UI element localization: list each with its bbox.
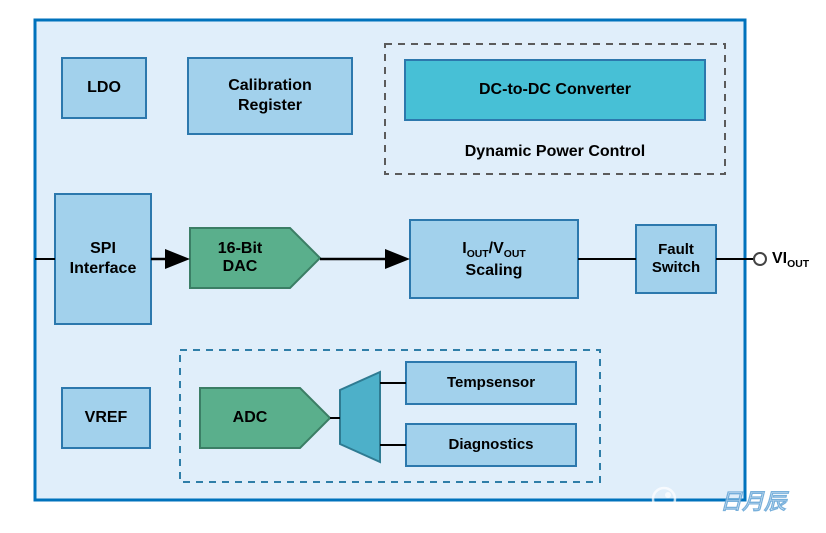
scaling-label-line2: Scaling [466,262,523,279]
spi-interface-block [55,194,151,324]
diagnostics-label: Diagnostics [448,436,533,453]
svg-text:Switch: Switch [652,259,700,276]
calibration-register-block [188,58,352,134]
ldo-label: LDO [87,79,121,96]
watermark-text: 日月辰 [720,489,790,514]
svg-text:Fault: Fault [658,241,694,258]
svg-text:Calibration: Calibration [228,77,312,94]
adc-label: ADC [233,409,268,426]
svg-text:SPI: SPI [90,240,116,257]
output-label: VIOUT [772,250,810,270]
svg-text:16-Bit: 16-Bit [218,240,263,257]
dpc-label: Dynamic Power Control [465,143,645,160]
block-diagram: LDO Calibration Register DC-to-DC Converter… [0,0,826,533]
svg-text:Register: Register [238,97,302,114]
vref-label: VREF [85,409,128,426]
dcdc-label: DC-to-DC Converter [479,81,631,98]
tempsensor-label: Tempsensor [447,374,535,391]
output-pin [754,253,766,265]
svg-text:DAC: DAC [223,258,258,275]
scaling-block [410,220,578,298]
svg-text:Interface: Interface [70,260,137,277]
